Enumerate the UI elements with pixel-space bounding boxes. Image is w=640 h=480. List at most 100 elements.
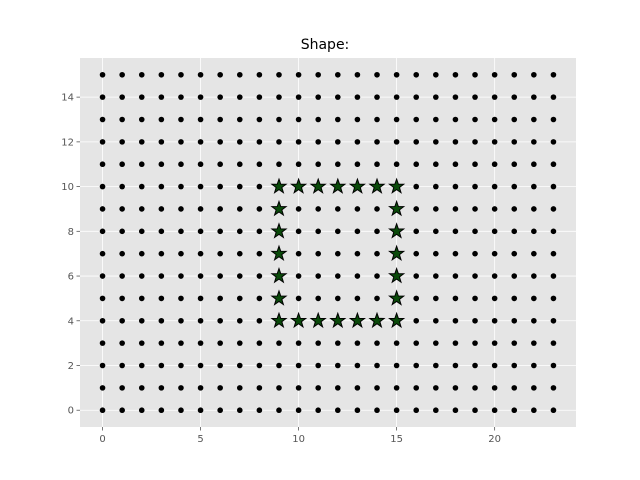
grid-dot [236, 183, 243, 190]
grid-dot [511, 206, 518, 212]
grid-dot [315, 385, 321, 391]
grid-dot [511, 317, 518, 324]
grid-dot [491, 385, 498, 391]
grid-dot [217, 94, 223, 100]
grid-dot [236, 362, 243, 369]
grid-dot [276, 116, 282, 123]
grid-dot [354, 385, 361, 391]
grid-dot [138, 161, 145, 168]
grid-dot [138, 183, 145, 190]
grid-dot [335, 362, 341, 369]
grid-dot [413, 362, 420, 369]
grid-dot [531, 206, 537, 212]
grid-dot [178, 273, 184, 279]
grid-dot [178, 407, 184, 414]
grid-dot [374, 116, 380, 123]
grid-dot [315, 139, 321, 145]
grid-dot [138, 362, 145, 369]
grid-dot [119, 340, 125, 346]
grid-dot [236, 340, 243, 346]
shape-stars [270, 177, 406, 329]
grid-dot [335, 94, 341, 100]
grid-dot [315, 407, 321, 414]
star-point [270, 289, 288, 306]
grid-dot [531, 317, 537, 324]
star-point [348, 177, 366, 194]
grid-dot [491, 407, 498, 414]
grid-dot [119, 116, 125, 123]
grid-dot [491, 317, 498, 324]
grid-dot [511, 273, 518, 279]
grid-dot [158, 71, 165, 78]
star-point [290, 311, 308, 329]
grid-dot [550, 362, 557, 369]
grid-dot [178, 362, 184, 369]
grid-dot [197, 273, 204, 279]
y-tick-label: 0 [68, 406, 74, 417]
star-point [348, 311, 366, 329]
y-tick-label: 4 [68, 316, 74, 327]
grid-dot [256, 183, 263, 190]
grid-dot [295, 139, 302, 145]
grid-dot [158, 317, 165, 324]
grid-dot [413, 183, 420, 190]
grid-dot [99, 295, 106, 302]
grid-dot [99, 183, 106, 190]
grid-dot [433, 407, 439, 414]
grid-dot [374, 385, 380, 391]
grid-dot [138, 295, 145, 302]
grid-dot [217, 317, 223, 324]
grid-dot [550, 206, 557, 212]
grid-dot [295, 385, 302, 391]
grid-dot [452, 385, 459, 391]
grid-dot [178, 228, 184, 235]
grid-dot [393, 385, 400, 391]
y-tick-label: 2 [68, 361, 74, 372]
grid-dot [256, 362, 263, 369]
grid-dot [178, 250, 184, 257]
grid-dot [256, 317, 263, 324]
grid-dot [178, 295, 184, 302]
grid-dot [217, 228, 223, 235]
grid-dot [472, 94, 478, 100]
star-point [309, 311, 327, 329]
grid-dot [315, 273, 321, 279]
grid-dot [531, 340, 537, 346]
grid-dot [217, 116, 223, 123]
grid-dot [433, 228, 439, 235]
grid-dot [335, 250, 341, 257]
grid-dot [452, 94, 459, 100]
grid-dot [158, 116, 165, 123]
grid-dot [433, 161, 439, 168]
grid-dot [433, 295, 439, 302]
grid-dot [531, 273, 537, 279]
grid-dot [256, 407, 263, 414]
grid-dot [433, 317, 439, 324]
grid-dot [119, 94, 125, 100]
star-point [388, 222, 406, 239]
grid-dot [315, 161, 321, 168]
grid-dot [256, 273, 263, 279]
grid-dot [335, 71, 341, 78]
grid-dot [256, 228, 263, 235]
grid-dot [433, 94, 439, 100]
grid-dot [158, 228, 165, 235]
grid-dot [138, 116, 145, 123]
grid-dot [511, 385, 518, 391]
grid-dot [550, 340, 557, 346]
grid-dot [178, 385, 184, 391]
grid-dot [413, 71, 420, 78]
grid-dot [335, 228, 341, 235]
grid-dot [236, 161, 243, 168]
grid-dots [99, 71, 557, 414]
grid-dot [374, 362, 380, 369]
grid-dot [295, 94, 302, 100]
plot-area [80, 58, 576, 427]
grid-dot [413, 295, 420, 302]
grid-dot [295, 295, 302, 302]
grid-dot [119, 228, 125, 235]
star-point [329, 311, 347, 329]
grid-dot [354, 71, 361, 78]
star-point [388, 199, 406, 217]
grid-dot [217, 183, 223, 190]
